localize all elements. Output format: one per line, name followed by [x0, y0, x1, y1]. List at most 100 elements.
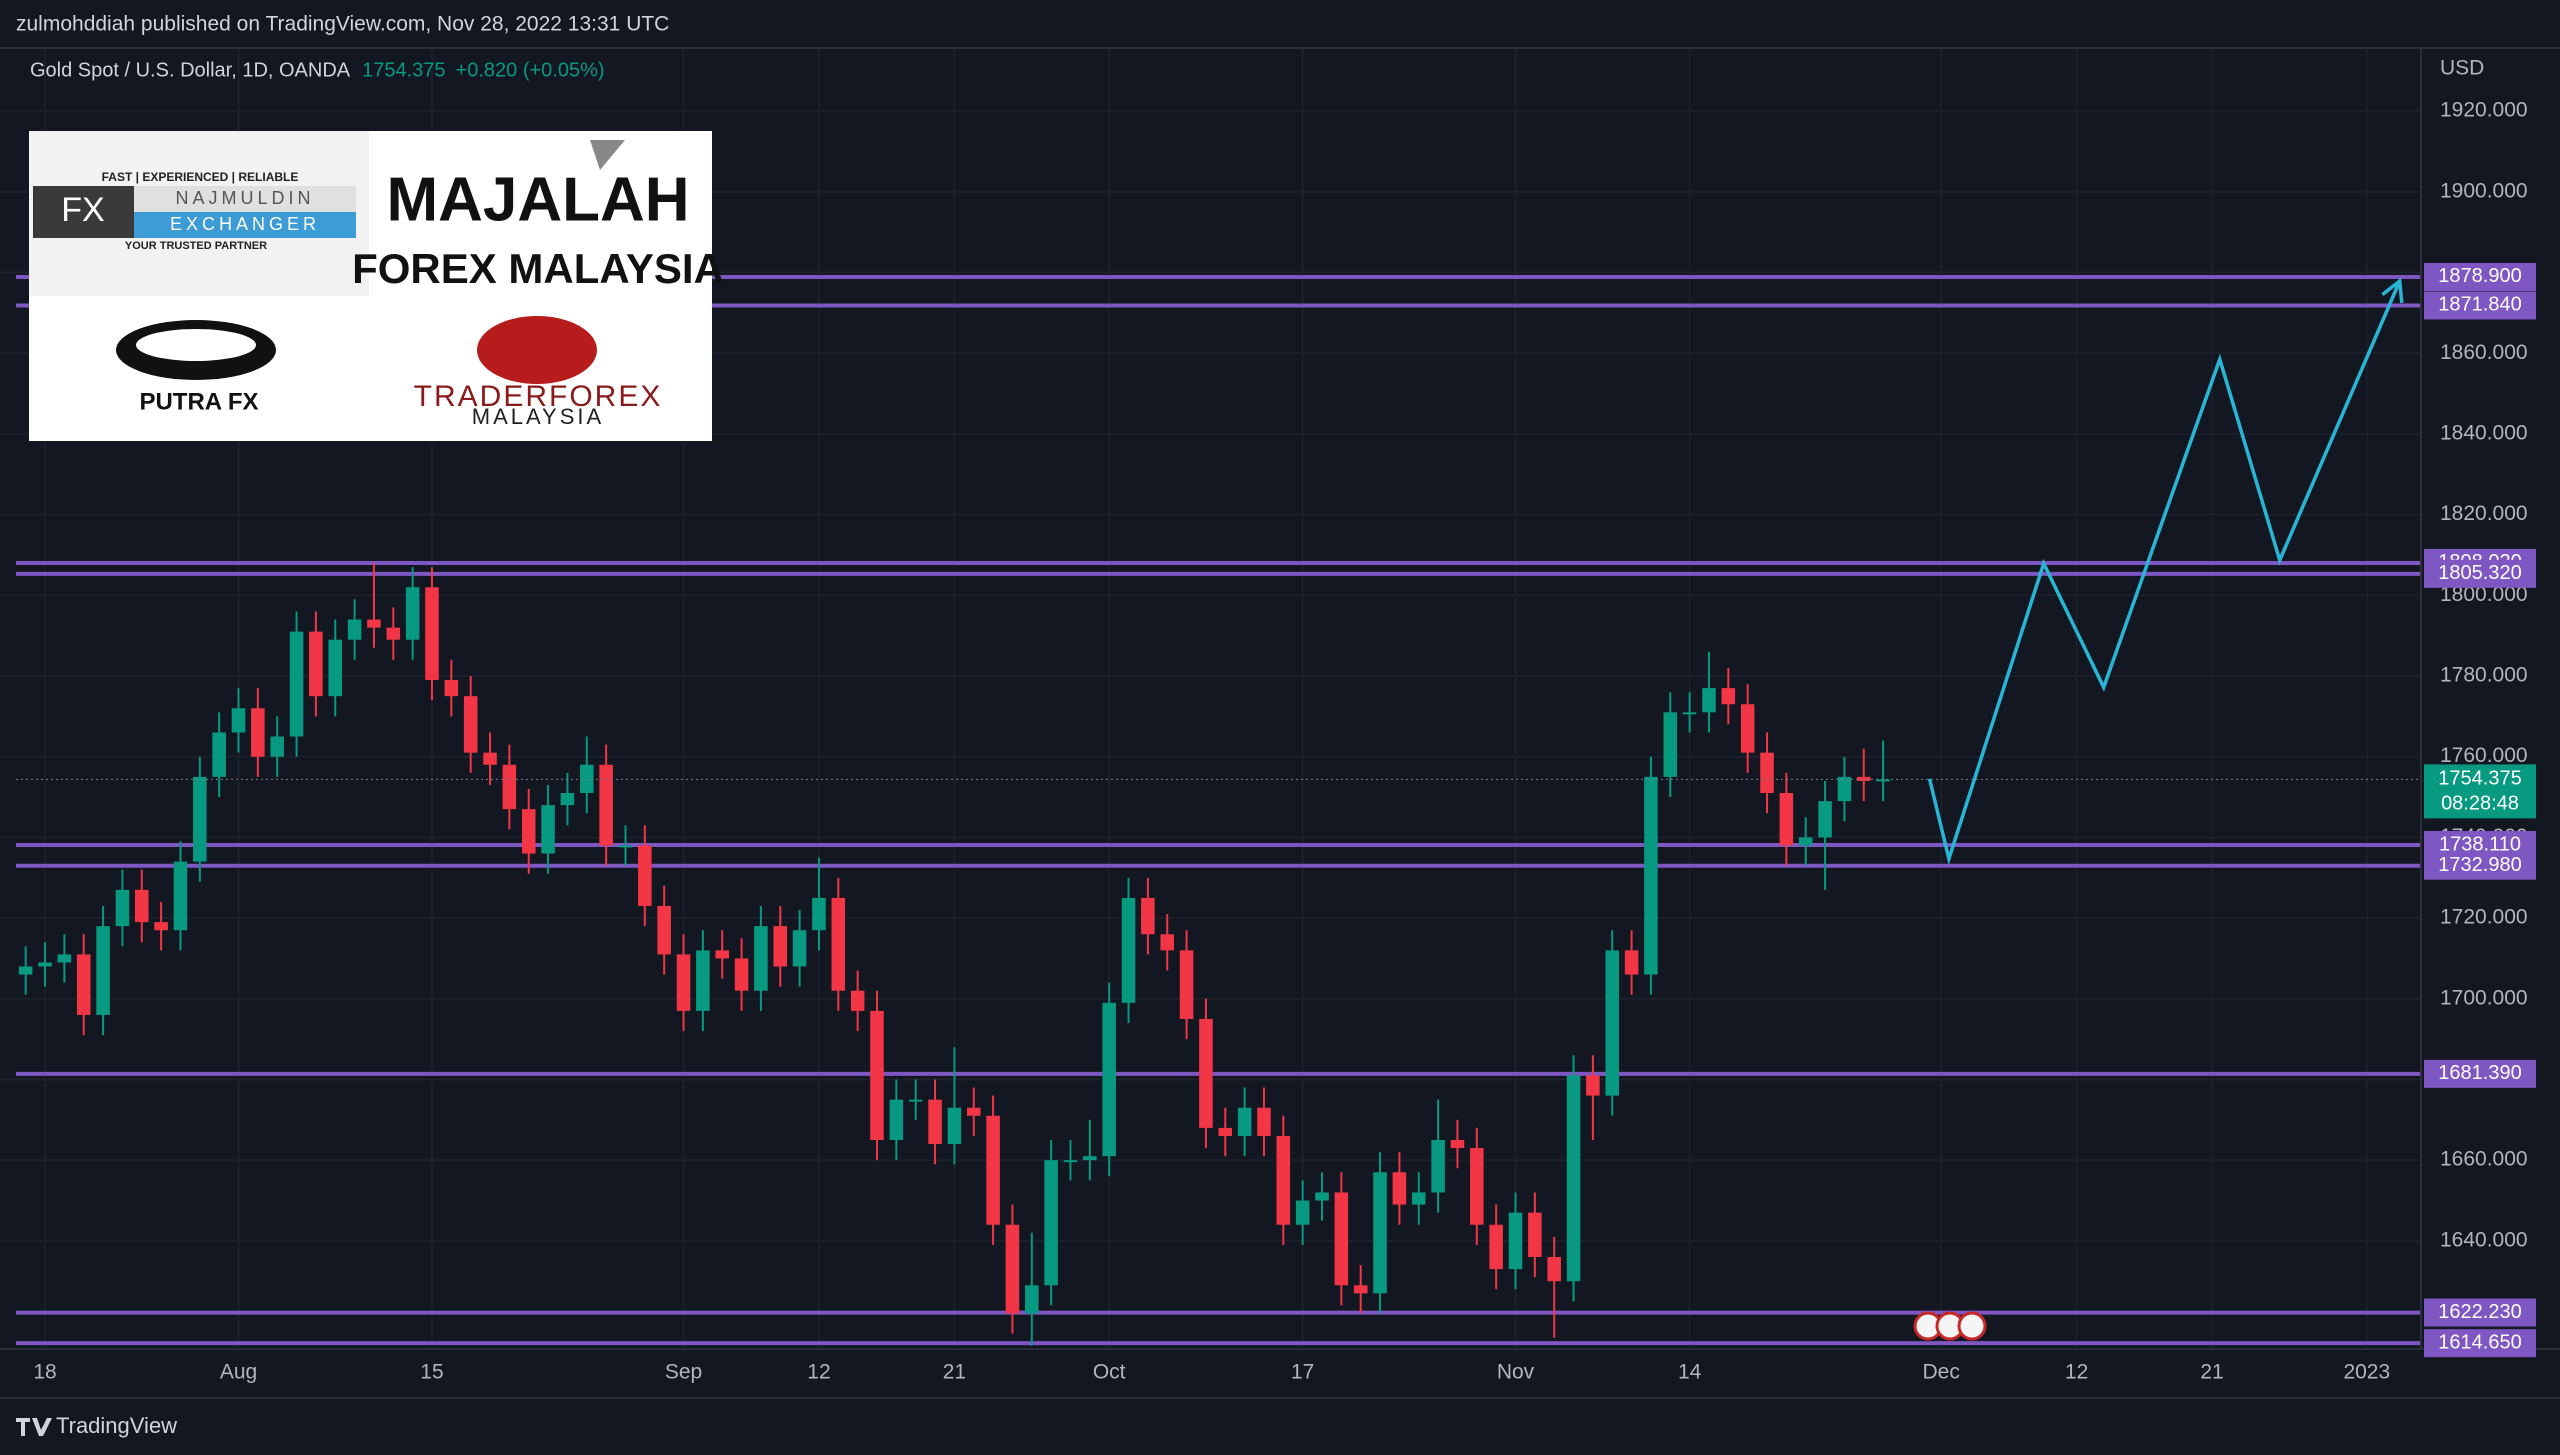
candle-body [231, 708, 246, 733]
y-tick-label: 1640.000 [2440, 1228, 2528, 1251]
x-tick-label: 18 [33, 1361, 56, 1384]
x-tick-label: 21 [2200, 1361, 2223, 1384]
candle-body [908, 1099, 923, 1102]
candle-body [96, 926, 110, 1015]
candle-body [1489, 1224, 1503, 1270]
candle-body [1102, 1002, 1116, 1157]
candle-body [1179, 950, 1194, 1019]
candle-body [1199, 1018, 1213, 1128]
legend-change: +0.820 (+0.05%) [456, 59, 605, 81]
overlay [16, 277, 2421, 866]
candles [18, 563, 1890, 1346]
price-label-box [2424, 764, 2536, 819]
y-tick-label: 1860.000 [2440, 341, 2528, 364]
candle-body [1740, 704, 1755, 753]
level-label-box [2424, 1059, 2536, 1088]
candle-body [1295, 1200, 1310, 1225]
y-tick-label: 1820.000 [2440, 502, 2528, 525]
level-label: 1805.320 [2438, 562, 2521, 584]
candle-body [309, 631, 323, 697]
countdown: 08:28:48 [2441, 793, 2519, 815]
candle-body [134, 889, 149, 923]
candle-body [154, 922, 168, 931]
y-tick-label: 1920.000 [2440, 99, 2528, 122]
candle-body [1624, 950, 1639, 975]
legend-price: 1754.375 [362, 59, 445, 81]
candle-body [812, 897, 826, 931]
candle-body [1876, 779, 1890, 782]
candle-body [831, 897, 846, 991]
candle-body [18, 966, 33, 975]
currency: USD [2440, 57, 2484, 80]
candle-body [1508, 1212, 1523, 1270]
level-label: 1622.230 [2438, 1301, 2521, 1323]
logo-text: EXCHANGER [170, 214, 320, 234]
candle-body [1411, 1192, 1426, 1205]
level-label-box [2424, 559, 2536, 588]
candle-body [541, 805, 555, 854]
x-tick-label: Dec [1922, 1361, 1959, 1384]
sponsor-logos: FAST | EXPERIENCED | RELIABLE FX NAJMULD… [29, 131, 724, 441]
legend-title: Gold Spot / U.S. Dollar, 1D, OANDA [30, 59, 351, 81]
level-label: 1878.900 [2438, 265, 2521, 287]
level-label: 1732.980 [2438, 854, 2521, 876]
level-label-box [2424, 1329, 2536, 1358]
footer-logo: TradingView [16, 1413, 177, 1438]
level-label-box [2424, 851, 2536, 880]
logo-tiger [477, 316, 597, 384]
logo-box [134, 212, 356, 238]
x-tick-label: 17 [1291, 1361, 1314, 1384]
x-tick-label: 15 [420, 1361, 443, 1384]
candle-body [1818, 801, 1832, 838]
x-tick-label: Aug [220, 1361, 257, 1384]
candle-body [386, 627, 401, 640]
candle-body [502, 764, 517, 810]
candle-body [966, 1107, 981, 1116]
y-tick-label: 1700.000 [2440, 986, 2528, 1009]
footer-text: TradingView [56, 1413, 177, 1438]
candle-body [986, 1115, 1000, 1225]
candle-body [1586, 1075, 1600, 1096]
price-label: 1754.375 [2438, 768, 2521, 790]
candle-body [715, 950, 729, 959]
y-tick-label: 1720.000 [2440, 906, 2528, 929]
candle-body [1237, 1107, 1252, 1136]
logo-mark [16, 1418, 52, 1436]
candle-body [734, 958, 749, 991]
candle-body [521, 809, 536, 854]
candle-body [1431, 1139, 1445, 1193]
x-tick-label: 12 [2065, 1361, 2088, 1384]
candle-body [425, 587, 439, 681]
y-tick-label: 1760.000 [2440, 744, 2528, 767]
y-tick-label: 1780.000 [2440, 664, 2528, 687]
candle-body [1063, 1160, 1078, 1163]
candle-body [1025, 1285, 1039, 1314]
candle-body [1276, 1135, 1291, 1225]
candle-body [1528, 1212, 1542, 1258]
x-tick-label: 2023 [2343, 1361, 2390, 1384]
candle-body [38, 962, 52, 967]
logo-text: YOUR TRUSTED PARTNER [125, 240, 267, 252]
logo-box [33, 186, 134, 238]
candle-body [1644, 776, 1658, 975]
candle-body [676, 954, 691, 1011]
candle-body [618, 845, 633, 848]
x-tick-label: Sep [665, 1361, 702, 1384]
candle-body [1856, 776, 1871, 781]
logo-arrow [590, 140, 625, 170]
projection-arrowhead [2381, 277, 2404, 304]
candle-body [889, 1099, 904, 1140]
y-tick-label: 1840.000 [2440, 421, 2528, 444]
candle-body [57, 954, 72, 963]
header: zulmohddiah published on TradingView.com… [16, 13, 669, 36]
level-label: 1614.650 [2438, 1331, 2521, 1353]
logo-text: NAJMULDIN [175, 188, 314, 208]
candle-body [1373, 1172, 1387, 1294]
level-label: 1738.110 [2439, 833, 2521, 855]
candle-body [251, 708, 265, 757]
candle-body [1779, 793, 1794, 846]
level-label: 1871.840 [2438, 294, 2521, 316]
candle-body [347, 619, 362, 640]
candle-body [76, 954, 91, 1015]
